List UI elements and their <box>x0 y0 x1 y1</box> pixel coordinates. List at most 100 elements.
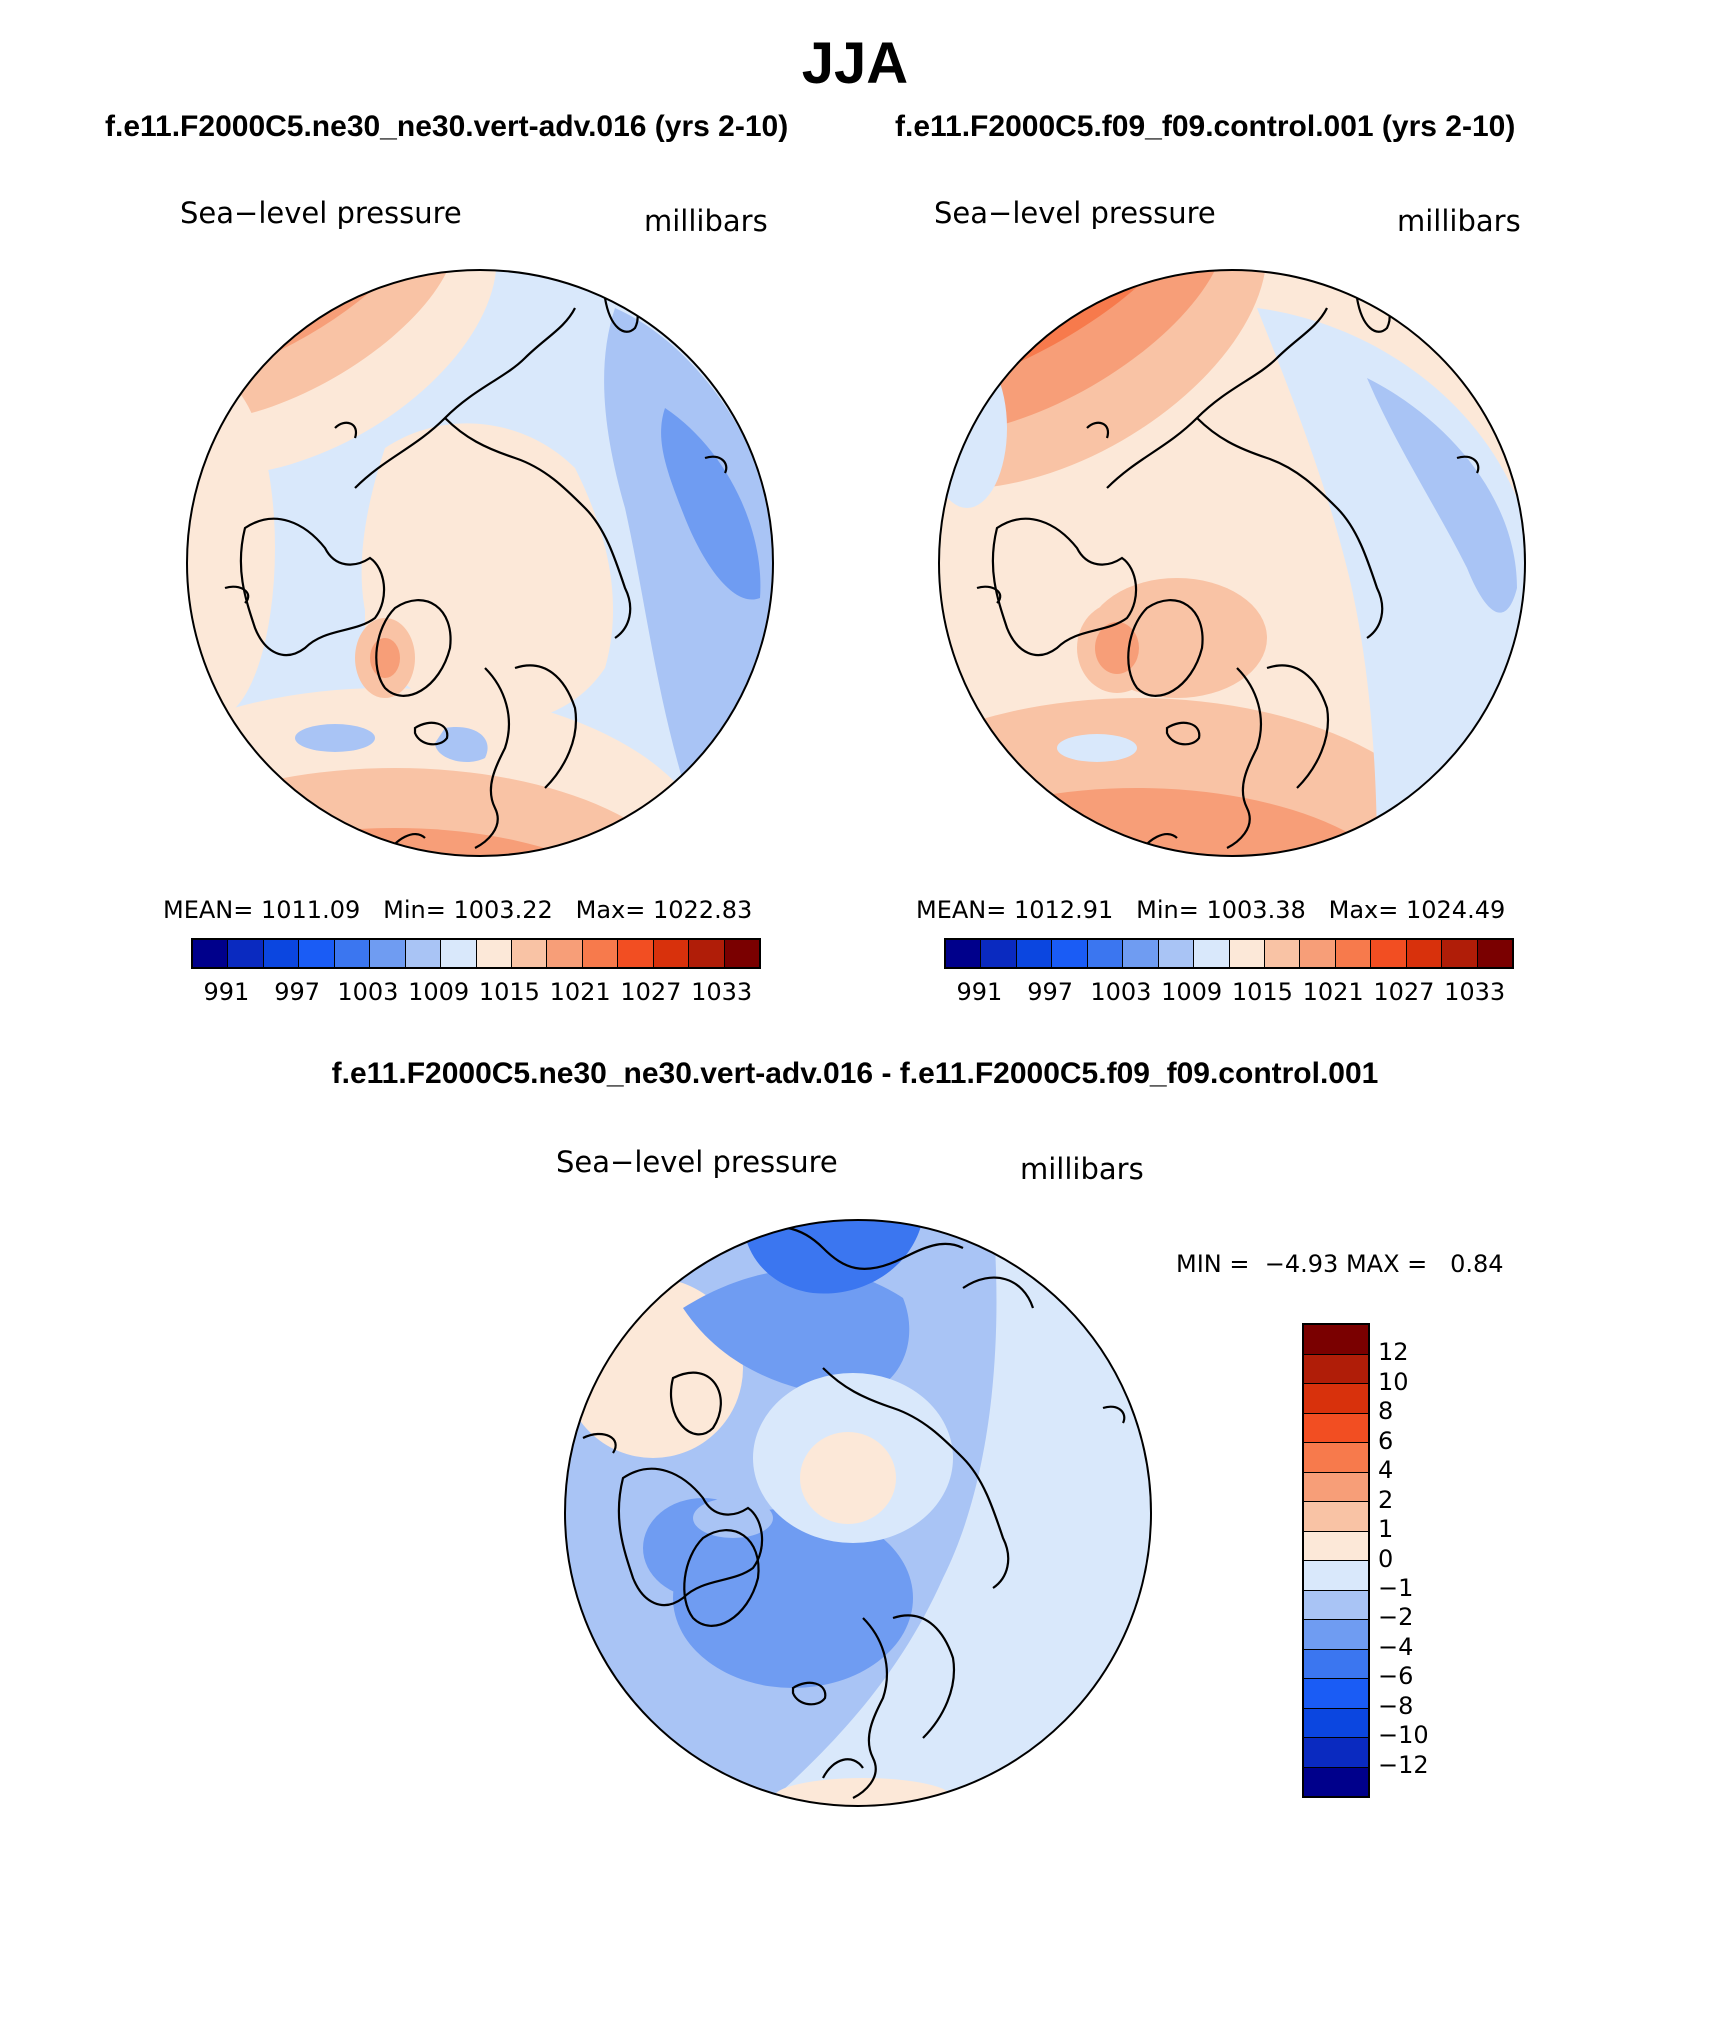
slp-low-eurasia <box>604 308 773 788</box>
panel-3-stats: MIN = −4.93 MAX = 0.84 <box>1176 1250 1504 1278</box>
panel-1-title: f.e11.F2000C5.ne30_ne30.vert-adv.016 (yr… <box>105 110 789 143</box>
max-label: Max= <box>575 896 646 924</box>
panel-2-colorbar-swatch <box>946 940 982 967</box>
min-value: −4.93 <box>1264 1250 1339 1278</box>
panel-3-colorbar-swatch <box>1304 1590 1368 1620</box>
panel-2-colorbar-swatch <box>1016 940 1053 967</box>
panel-3-colorbar-tick-label: 4 <box>1378 1456 1394 1485</box>
panel-1-colorbar-swatch <box>263 940 300 967</box>
panel-2-title: f.e11.F2000C5.f09_f09.control.001 (yrs 2… <box>895 110 1516 143</box>
panel-2-colorbar-ticks: 991 997 1003 1009 1015 1021 1027 1033 <box>944 978 1514 1008</box>
main-title: JJA <box>801 31 909 96</box>
panel-2-colorbar-tick-label: 1015 <box>1231 978 1293 1006</box>
panel-2-variable-label: Sea−level pressure <box>934 196 1216 230</box>
panel-1-colorbar-swatch <box>582 940 619 967</box>
panel-3-colorbar-swatch <box>1304 1443 1368 1473</box>
panel-1-colorbar-ticks: 991 997 1003 1009 1015 1021 1027 1033 <box>191 978 761 1008</box>
panel-3-polar-map <box>564 1219 1152 1807</box>
panel-3-units-label: millibars <box>1020 1152 1144 1186</box>
panel-3-colorbar <box>1302 1323 1370 1798</box>
panel-1-colorbar-tick-label: 1027 <box>620 978 682 1006</box>
panel-2-colorbar-swatch <box>981 940 1017 967</box>
min-value: 1003.22 <box>453 896 553 924</box>
panel-1-colorbar-swatch <box>334 940 371 967</box>
panel-1-colorbar-tick-label: 1003 <box>337 978 399 1006</box>
panel-3-colorbar-swatch <box>1304 1384 1368 1414</box>
panel-2-colorbar <box>944 938 1514 969</box>
max-label: MAX = <box>1345 1250 1428 1278</box>
panel-2-colorbar-tick-label: 991 <box>956 978 1003 1006</box>
panel-3-colorbar-tick-label: −8 <box>1378 1691 1414 1720</box>
max-value: 0.84 <box>1450 1250 1504 1278</box>
panel-3-colorbar-swatch <box>1304 1413 1368 1443</box>
panel-1-colorbar <box>191 938 761 969</box>
panel-3-colorbar-tick-label: −1 <box>1378 1573 1414 1602</box>
panel-3-colorbar-tick-label: 12 <box>1378 1338 1409 1367</box>
min-label: Min= <box>1136 896 1199 924</box>
panel-2-colorbar-swatch <box>1371 940 1407 967</box>
panel-1-colorbar-swatch <box>511 940 548 967</box>
panel-1-polar-map <box>186 269 774 857</box>
panel-3-colorbar-swatch <box>1304 1325 1368 1355</box>
panel-1-colorbar-tick-label: 1021 <box>549 978 611 1006</box>
panel-1-colorbar-swatch <box>724 940 759 967</box>
panel-1-colorbar-swatch <box>193 940 229 967</box>
panel-2-colorbar-tick-label: 997 <box>1027 978 1074 1006</box>
panel-3-variable-label: Sea−level pressure <box>556 1145 838 1179</box>
panel-3-colorbar-tick-label: −2 <box>1378 1603 1414 1632</box>
panel-1-colorbar-swatch <box>547 940 583 967</box>
panel-3-colorbar-tick-label: −6 <box>1378 1662 1414 1691</box>
min-value: 1003.38 <box>1206 896 1306 924</box>
panel-1-colorbar-swatch <box>299 940 335 967</box>
panel-3-colorbar-swatch <box>1304 1561 1368 1591</box>
panel-3-colorbar-tick-label: 10 <box>1378 1367 1409 1396</box>
panel-3-colorbar-swatch <box>1304 1738 1368 1768</box>
panel-1-variable-label: Sea−level pressure <box>180 196 462 230</box>
panel-3-colorbar-tick-label: −10 <box>1378 1721 1429 1750</box>
panel-3-colorbar-ticks: 12 10 8 6 4 2 1 0 −1 −2 −4 −6 −8 −10 −12 <box>1378 1323 1458 1794</box>
panel-3-colorbar-swatch <box>1304 1502 1368 1532</box>
panel-2-colorbar-tick-label: 1027 <box>1373 978 1435 1006</box>
panel-3-colorbar-swatch <box>1304 1531 1368 1561</box>
mean-value: 1012.91 <box>1014 896 1114 924</box>
panel-1-stats: MEAN= 1011.09 Min= 1003.22 Max= 1022.83 <box>163 896 752 924</box>
panel-1-colorbar-tick-label: 991 <box>203 978 250 1006</box>
panel-1-colorbar-swatch <box>370 940 406 967</box>
panel-2-colorbar-swatch <box>1264 940 1301 967</box>
panel-2-colorbar-swatch <box>1229 940 1265 967</box>
panel-2-colorbar-swatch <box>1300 940 1336 967</box>
panel-1-colorbar-tick-label: 1015 <box>478 978 540 1006</box>
panel-1-colorbar-swatch <box>689 940 725 967</box>
mean-value: 1011.09 <box>261 896 361 924</box>
panel-2-colorbar-swatch <box>1442 940 1478 967</box>
panel-2-colorbar-swatch <box>1087 940 1124 967</box>
panel-2-colorbar-tick-label: 1003 <box>1090 978 1152 1006</box>
max-label: Max= <box>1328 896 1399 924</box>
mean-label: MEAN= <box>916 896 1007 924</box>
panel-1-units-label: millibars <box>644 204 768 238</box>
panel-2-colorbar-swatch <box>1052 940 1088 967</box>
panel-3-colorbar-tick-label: −4 <box>1378 1632 1414 1661</box>
panel-3-colorbar-tick-label: 0 <box>1378 1544 1394 1573</box>
panel-2-colorbar-tick-label: 1021 <box>1302 978 1364 1006</box>
panel-3-colorbar-swatch <box>1304 1679 1368 1709</box>
panel-1-colorbar-swatch <box>653 940 690 967</box>
panel-2-stats: MEAN= 1012.91 Min= 1003.38 Max= 1024.49 <box>916 896 1505 924</box>
min-label: MIN = <box>1176 1250 1250 1278</box>
panel-1-colorbar-tick-label: 1033 <box>691 978 753 1006</box>
max-value: 1022.83 <box>653 896 753 924</box>
panel-3-colorbar-swatch <box>1304 1767 1368 1796</box>
max-value: 1024.49 <box>1406 896 1506 924</box>
panel-2-units-label: millibars <box>1397 204 1521 238</box>
min-label: Min= <box>383 896 446 924</box>
mean-label: MEAN= <box>163 896 254 924</box>
panel-2-colorbar-swatch <box>1335 940 1372 967</box>
panel-2-colorbar-swatch <box>1406 940 1443 967</box>
panel-2-colorbar-swatch <box>1477 940 1512 967</box>
panel-3-colorbar-swatch <box>1304 1649 1368 1679</box>
panel-3-colorbar-tick-label: 6 <box>1378 1426 1394 1455</box>
panel-3-colorbar-tick-label: 1 <box>1378 1515 1394 1544</box>
panel-3-colorbar-swatch <box>1304 1472 1368 1502</box>
panel-2-colorbar-swatch <box>1194 940 1230 967</box>
panel-1-colorbar-tick-label: 997 <box>274 978 321 1006</box>
